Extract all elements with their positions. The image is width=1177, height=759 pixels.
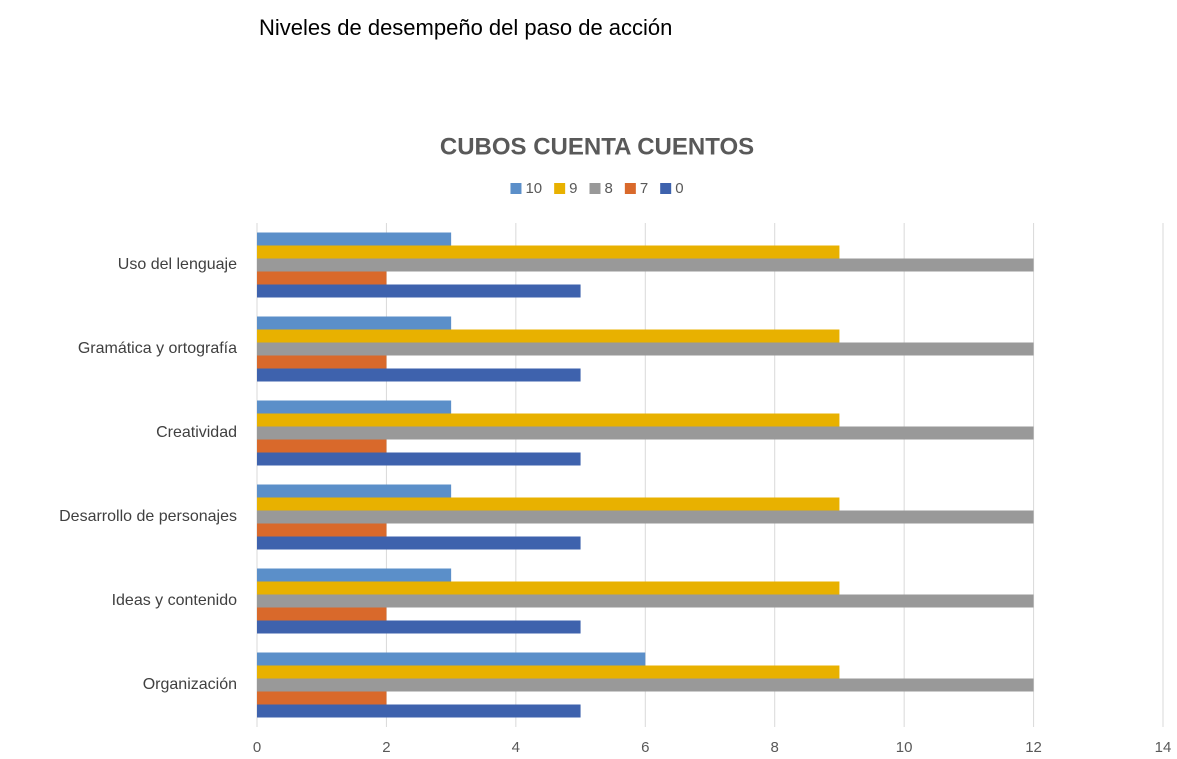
bar xyxy=(257,316,452,330)
bar xyxy=(257,484,452,498)
x-tick-label: 4 xyxy=(512,739,520,756)
bar xyxy=(257,581,840,595)
bar xyxy=(257,620,581,634)
bar xyxy=(257,258,1034,272)
bar xyxy=(257,691,387,705)
bar xyxy=(257,368,581,382)
x-tick-label: 6 xyxy=(641,739,649,756)
bar xyxy=(257,232,452,246)
legend-swatch xyxy=(624,183,636,194)
y-tick-label: Uso del lenguaje xyxy=(118,256,237,273)
bar xyxy=(257,497,840,511)
legend-swatch xyxy=(660,183,672,194)
x-tick-label: 2 xyxy=(382,739,390,756)
bar xyxy=(257,594,1034,608)
legend-label: 0 xyxy=(675,180,683,197)
x-tick-label: 0 xyxy=(253,739,261,756)
chart-title: CUBOS CUENTA CUENTOS xyxy=(440,133,754,160)
legend-label: 10 xyxy=(525,180,542,197)
bar xyxy=(257,342,1034,356)
bar xyxy=(257,355,387,369)
bar xyxy=(257,245,840,259)
y-tick-label: Gramática y ortografía xyxy=(78,340,237,357)
bar xyxy=(257,413,840,427)
x-tick-label: 12 xyxy=(1025,739,1042,756)
legend-swatch xyxy=(510,183,522,194)
bar xyxy=(257,665,840,679)
y-tick-label: Desarrollo de personajes xyxy=(59,508,237,525)
bar xyxy=(257,678,1034,692)
bar xyxy=(257,510,1034,524)
bar xyxy=(257,271,387,285)
bar xyxy=(257,439,387,453)
legend-swatch xyxy=(589,183,601,194)
legend-label: 9 xyxy=(569,180,577,197)
bar xyxy=(257,400,452,414)
y-tick-label: Organización xyxy=(143,676,237,693)
bar xyxy=(257,452,581,466)
bar xyxy=(257,426,1034,440)
bar xyxy=(257,329,840,343)
x-tick-label: 10 xyxy=(896,739,913,756)
y-tick-label: Ideas y contenido xyxy=(112,592,238,609)
bar xyxy=(257,607,387,621)
y-tick-label: Creatividad xyxy=(156,424,237,441)
legend-label: 8 xyxy=(605,180,613,197)
bar xyxy=(257,284,581,298)
x-tick-label: 14 xyxy=(1155,739,1172,756)
legend: 10 9 8 7 0 xyxy=(510,180,684,197)
legend-swatch xyxy=(554,183,566,194)
bar xyxy=(257,652,646,666)
bar xyxy=(257,536,581,550)
bar xyxy=(257,568,452,582)
bar xyxy=(257,704,581,718)
bar xyxy=(257,523,387,537)
page-heading: Niveles de desempeño del paso de acción xyxy=(259,15,672,40)
x-tick-label: 8 xyxy=(771,739,779,756)
legend-label: 7 xyxy=(640,180,648,197)
